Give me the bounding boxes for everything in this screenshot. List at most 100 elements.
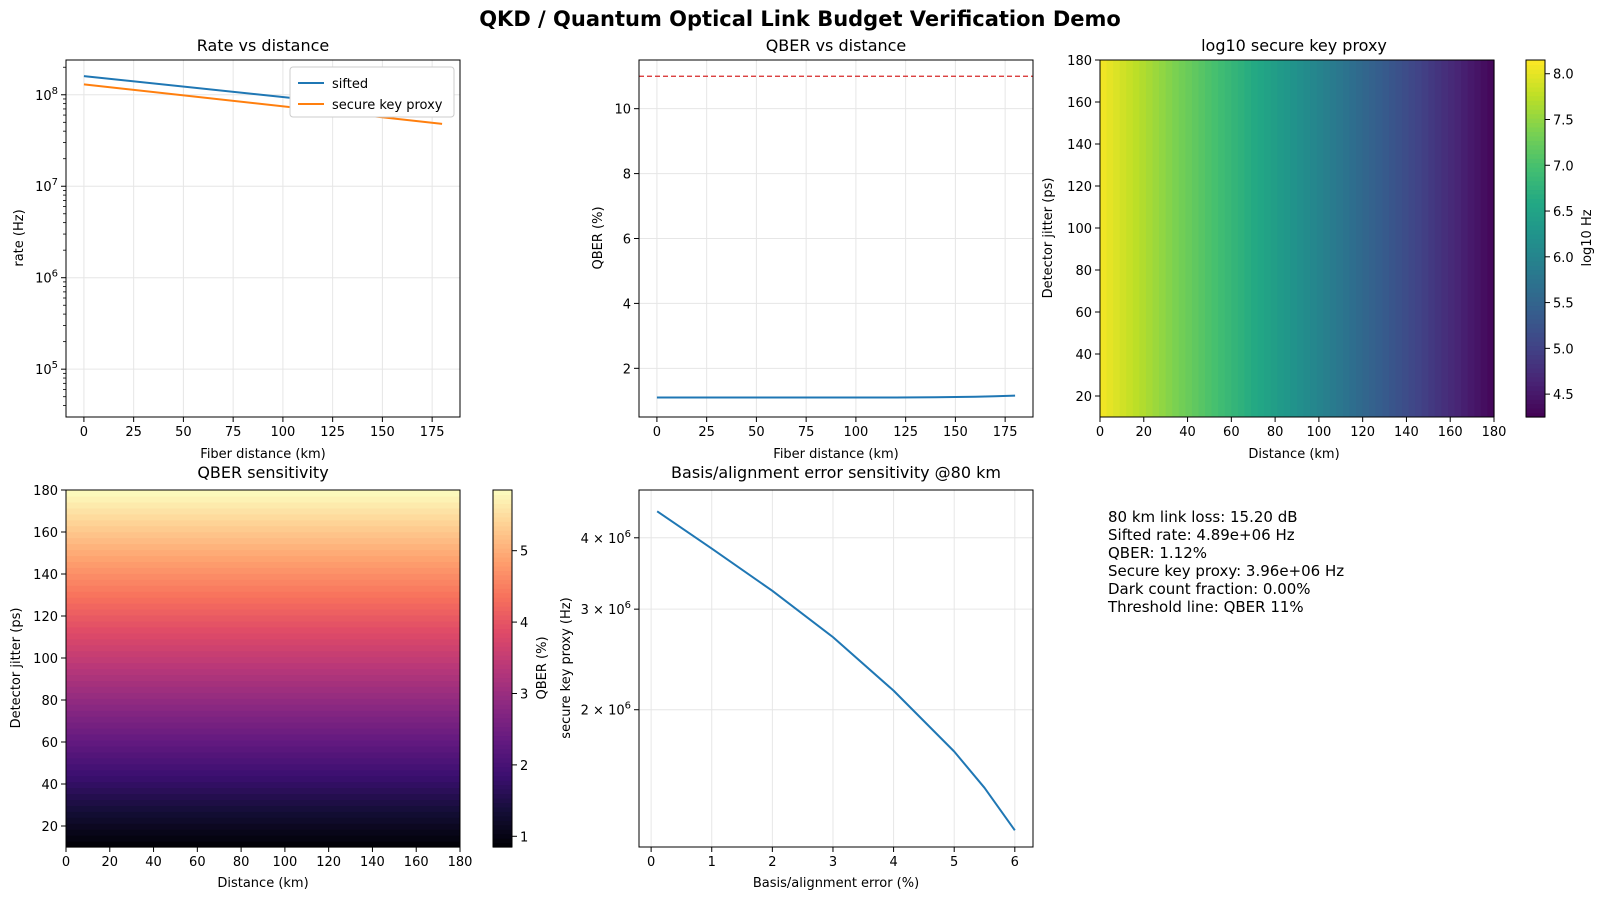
qbermap-colorbar-segment xyxy=(493,686,512,692)
keymap-heatmap-cell xyxy=(1205,60,1213,417)
basis-y-axis-label: secure key proxy (Hz) xyxy=(559,597,574,738)
rate-x-tick-label: 175 xyxy=(420,425,445,440)
info-line-secure-key: Secure key proxy: 3.96e+06 Hz xyxy=(1108,562,1344,580)
basis-y-tick-label: 3 × 106 xyxy=(581,600,631,618)
qbermap-x-tick-label: 40 xyxy=(145,855,162,870)
qbermap-heatmap-cell xyxy=(66,513,460,521)
qbermap-heatmap-cell xyxy=(66,757,460,765)
qbermap-heatmap-cell xyxy=(66,638,460,646)
basis-x-tick-label: 3 xyxy=(829,855,837,870)
keymap-colorbar-segment xyxy=(1526,122,1545,128)
qbermap-colorbar-segment xyxy=(493,735,512,741)
qbermap-colorbar-segment xyxy=(493,628,512,634)
qbermap-heatmap-cell xyxy=(66,495,460,503)
qbermap-colorbar-segment xyxy=(493,664,512,670)
qbermap-heatmap-cell xyxy=(66,793,460,800)
qbermap-colorbar-segment xyxy=(493,641,512,647)
keymap-colorbar-segment xyxy=(1526,225,1545,231)
info-line-qber: QBER: 1.12% xyxy=(1108,544,1207,562)
qbermap-colorbar: 1 2 3 4 5 xyxy=(492,489,528,848)
qbermap-heatmap-cell xyxy=(66,603,460,610)
qbermap-heatmap-cell xyxy=(66,597,460,604)
qbermap-colorbar-segment xyxy=(493,619,512,625)
qbermap-colorbar-segment xyxy=(493,815,512,821)
keymap-colorbar-segment xyxy=(1526,247,1545,253)
qbermap-colorbar-segment xyxy=(493,811,512,817)
keymap-colorbar-segment xyxy=(1526,207,1545,213)
keymap-colorbar-segment xyxy=(1526,113,1545,119)
keymap-colorbar-segment xyxy=(1526,167,1545,173)
qbermap-colorbar-segment xyxy=(493,784,512,790)
qbermap-heatmap-cell xyxy=(66,626,460,634)
qbermap-heatmap-cell xyxy=(66,680,460,687)
qbermap-colorbar-segment xyxy=(493,507,512,513)
qber-axes-frame xyxy=(638,59,1034,418)
qbermap-colorbar-frame xyxy=(492,489,513,848)
keymap-heatmap-cell xyxy=(1415,60,1423,417)
qbermap-colorbar-segment xyxy=(493,829,512,835)
qber-x-tick-label: 100 xyxy=(843,425,868,440)
qber-x-tick-label: 25 xyxy=(698,425,715,440)
keymap-colorbar-segment xyxy=(1526,171,1545,177)
qbermap-colorbar-tick-label: 1 xyxy=(520,830,528,845)
keymap-heatmap-cell xyxy=(1237,60,1246,417)
keymap-heatmap-cell xyxy=(1119,60,1127,417)
keymap-heatmap-cell xyxy=(1388,60,1397,417)
keymap-colorbar-segment xyxy=(1526,220,1545,226)
keymap-heatmap-cell xyxy=(1454,60,1462,417)
keymap-colorbar-segment xyxy=(1526,91,1545,97)
qbermap-colorbar-segment xyxy=(493,713,512,719)
keymap-colorbar-segment xyxy=(1526,336,1545,342)
qbermap-heatmap-cell xyxy=(66,644,460,652)
keymap-colorbar-tick-label: 4.5 xyxy=(1553,388,1574,403)
basis-axes-frame xyxy=(638,489,1034,848)
qbermap-heatmap-cell xyxy=(66,733,460,741)
keymap-colorbar-segment xyxy=(1526,109,1545,115)
keymap-colorbar-segment xyxy=(1526,287,1545,293)
rate-legend-box xyxy=(289,66,455,118)
keymap-heatmap-cell xyxy=(1342,60,1351,417)
keymap-x-tick-label: 160 xyxy=(1438,425,1463,440)
keymap-colorbar-segment xyxy=(1526,363,1545,369)
keymap-heatmap-cell xyxy=(1257,60,1265,417)
rate-y-axis-label: rate (Hz) xyxy=(12,209,27,266)
qbermap-colorbar-segment xyxy=(493,498,512,504)
qbermap-colorbar-segment xyxy=(493,762,512,768)
keymap-heatmap-cell xyxy=(1270,60,1278,417)
qbermap-heatmap-cell xyxy=(66,781,460,789)
keymap-heatmap-cell xyxy=(1165,60,1173,417)
keymap-colorbar-segment xyxy=(1526,341,1545,347)
qbermap-heatmap-cell xyxy=(66,745,460,753)
keymap-colorbar-segment xyxy=(1526,327,1545,333)
qbermap-colorbar-segment xyxy=(493,681,512,687)
qbermap-colorbar-segment xyxy=(493,539,512,545)
qbermap-colorbar-segment xyxy=(493,838,512,844)
qber-vs-distance-panel: QBER vs distance Fiber distance (km) QBE… xyxy=(591,36,1034,462)
keymap-heatmap-cell xyxy=(1329,60,1337,417)
keymap-colorbar-segment xyxy=(1526,309,1545,315)
keymap-heatmap-cell xyxy=(1356,60,1364,417)
qbermap-colorbar-segment xyxy=(493,695,512,701)
keymap-heatmap-cell xyxy=(1336,60,1344,417)
qbermap-y-tick-label: 60 xyxy=(41,736,58,751)
qbermap-colorbar-segment xyxy=(493,512,512,518)
qbermap-colorbar-segment xyxy=(493,650,512,656)
qbermap-colorbar-segment xyxy=(493,757,512,763)
keymap-heatmap-cell xyxy=(1487,60,1495,417)
qbermap-colorbar-tick-label: 4 xyxy=(520,616,528,631)
keymap-heatmap-cell xyxy=(1277,60,1285,417)
qbermap-x-tick-label: 160 xyxy=(404,855,429,870)
keymap-colorbar-segment xyxy=(1526,278,1545,284)
basis-x-tick-label: 2 xyxy=(768,855,776,870)
qbermap-colorbar-segment xyxy=(493,780,512,786)
keymap-heatmap-cell xyxy=(1244,60,1252,417)
keymap-heatmap-cell xyxy=(1100,60,1108,417)
qbermap-heatmap-cell xyxy=(66,698,460,705)
keymap-heatmap-cell xyxy=(1316,60,1324,417)
qbermap-axes-frame xyxy=(65,489,461,848)
qbermap-heatmap-cell xyxy=(66,769,460,777)
qbermap-heatmap-cell xyxy=(66,632,460,640)
keymap-heatmap-cell xyxy=(1264,60,1272,417)
keymap-y-tick-label: 120 xyxy=(1067,180,1092,195)
keymap-colorbar-tick-label: 5.5 xyxy=(1553,297,1574,312)
